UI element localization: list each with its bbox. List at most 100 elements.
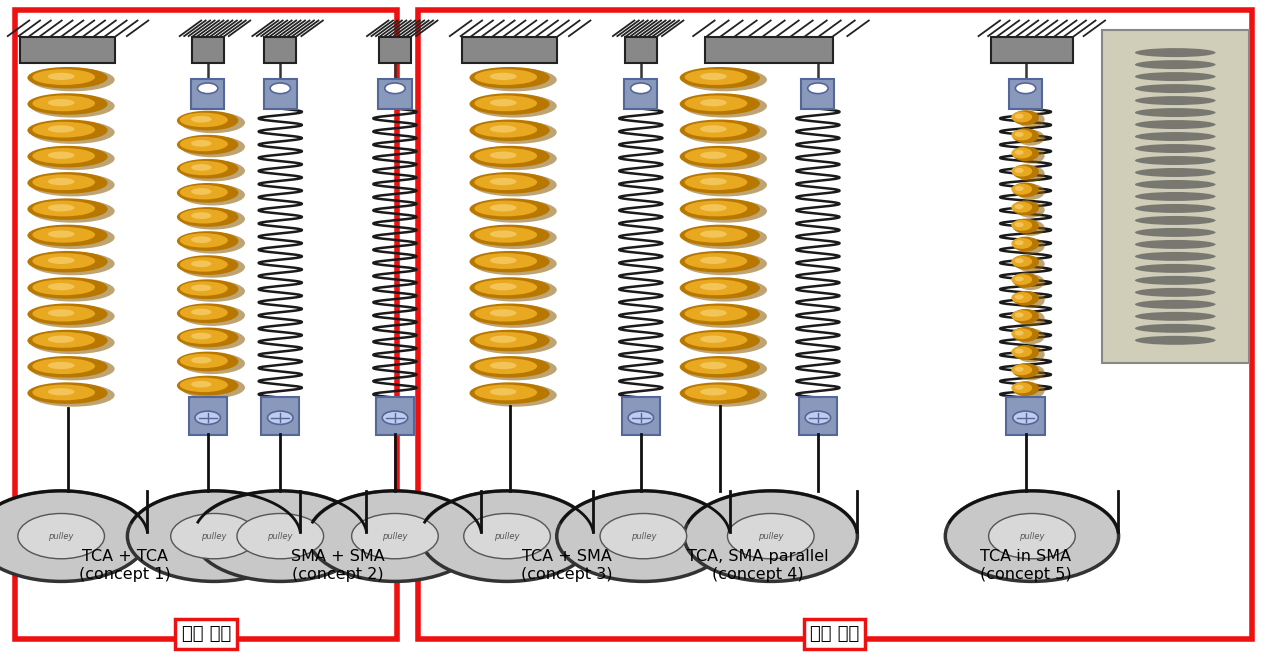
Ellipse shape (177, 135, 238, 155)
Ellipse shape (683, 278, 767, 302)
Ellipse shape (473, 305, 557, 328)
Ellipse shape (701, 178, 726, 185)
Circle shape (382, 411, 408, 424)
Ellipse shape (181, 161, 245, 181)
Ellipse shape (489, 73, 517, 80)
Bar (380, 37, 410, 63)
Ellipse shape (1012, 184, 1032, 194)
Text: pulley: pulley (1019, 531, 1045, 541)
FancyBboxPatch shape (801, 79, 834, 109)
Ellipse shape (31, 252, 115, 275)
Ellipse shape (1014, 240, 1024, 245)
Ellipse shape (27, 198, 107, 220)
Ellipse shape (489, 309, 517, 316)
Ellipse shape (177, 376, 238, 396)
Ellipse shape (1135, 60, 1215, 69)
Ellipse shape (1012, 110, 1040, 125)
Ellipse shape (31, 173, 115, 196)
Ellipse shape (27, 356, 107, 378)
Ellipse shape (683, 147, 767, 170)
Ellipse shape (1014, 222, 1024, 227)
Circle shape (197, 83, 218, 94)
Circle shape (237, 513, 324, 559)
Ellipse shape (191, 260, 211, 267)
FancyBboxPatch shape (261, 397, 299, 435)
Circle shape (420, 491, 594, 581)
Ellipse shape (177, 352, 238, 372)
Ellipse shape (701, 99, 726, 107)
Ellipse shape (470, 356, 550, 378)
Circle shape (600, 513, 687, 559)
Circle shape (684, 491, 857, 581)
Ellipse shape (191, 188, 211, 195)
Ellipse shape (1012, 220, 1032, 230)
Ellipse shape (470, 251, 550, 272)
Ellipse shape (191, 308, 211, 315)
Ellipse shape (473, 121, 557, 144)
Ellipse shape (1012, 381, 1040, 396)
Ellipse shape (177, 231, 238, 251)
Ellipse shape (680, 277, 759, 299)
Ellipse shape (1012, 182, 1040, 197)
Ellipse shape (683, 384, 767, 407)
Ellipse shape (27, 304, 107, 325)
Ellipse shape (27, 172, 107, 194)
Ellipse shape (1012, 345, 1040, 360)
Ellipse shape (474, 306, 538, 322)
FancyBboxPatch shape (1006, 397, 1045, 435)
Ellipse shape (1135, 192, 1215, 201)
Ellipse shape (701, 283, 726, 290)
Ellipse shape (1014, 258, 1024, 263)
Ellipse shape (683, 252, 767, 275)
Ellipse shape (1012, 147, 1040, 161)
Ellipse shape (181, 329, 245, 350)
Ellipse shape (1012, 218, 1040, 233)
Ellipse shape (1012, 238, 1032, 249)
Bar (1102, 30, 1249, 363)
Ellipse shape (474, 227, 538, 242)
Ellipse shape (180, 306, 228, 320)
Ellipse shape (177, 328, 238, 347)
Ellipse shape (1012, 363, 1040, 378)
Ellipse shape (1012, 309, 1040, 324)
Ellipse shape (48, 336, 74, 343)
Ellipse shape (1012, 165, 1040, 179)
Ellipse shape (473, 173, 557, 196)
Ellipse shape (48, 388, 74, 396)
Ellipse shape (683, 95, 767, 118)
Ellipse shape (181, 305, 245, 326)
Ellipse shape (32, 280, 96, 295)
Ellipse shape (180, 137, 228, 151)
Ellipse shape (684, 253, 748, 269)
Ellipse shape (1012, 256, 1032, 267)
Ellipse shape (683, 121, 767, 144)
Ellipse shape (1012, 111, 1032, 123)
Text: TCA + SMA
(concept 3): TCA + SMA (concept 3) (521, 549, 613, 582)
Ellipse shape (31, 121, 115, 144)
Ellipse shape (684, 174, 748, 190)
Text: pulley: pulley (631, 531, 656, 541)
Ellipse shape (1135, 204, 1215, 213)
Ellipse shape (48, 204, 74, 212)
Ellipse shape (180, 209, 228, 224)
Ellipse shape (31, 147, 115, 170)
FancyBboxPatch shape (376, 397, 414, 435)
Ellipse shape (177, 183, 238, 202)
Ellipse shape (1012, 236, 1040, 252)
Circle shape (945, 491, 1119, 581)
Ellipse shape (1017, 130, 1045, 146)
Ellipse shape (473, 226, 557, 249)
Ellipse shape (27, 119, 107, 141)
Ellipse shape (680, 382, 759, 404)
Ellipse shape (1012, 382, 1032, 394)
Ellipse shape (181, 280, 245, 302)
Ellipse shape (1017, 256, 1045, 272)
Ellipse shape (1135, 300, 1215, 309)
Ellipse shape (27, 277, 107, 299)
Ellipse shape (48, 152, 74, 159)
Text: pulley: pulley (758, 531, 784, 541)
Ellipse shape (683, 357, 767, 380)
FancyBboxPatch shape (624, 79, 657, 109)
Ellipse shape (1012, 328, 1032, 339)
Ellipse shape (470, 277, 550, 299)
